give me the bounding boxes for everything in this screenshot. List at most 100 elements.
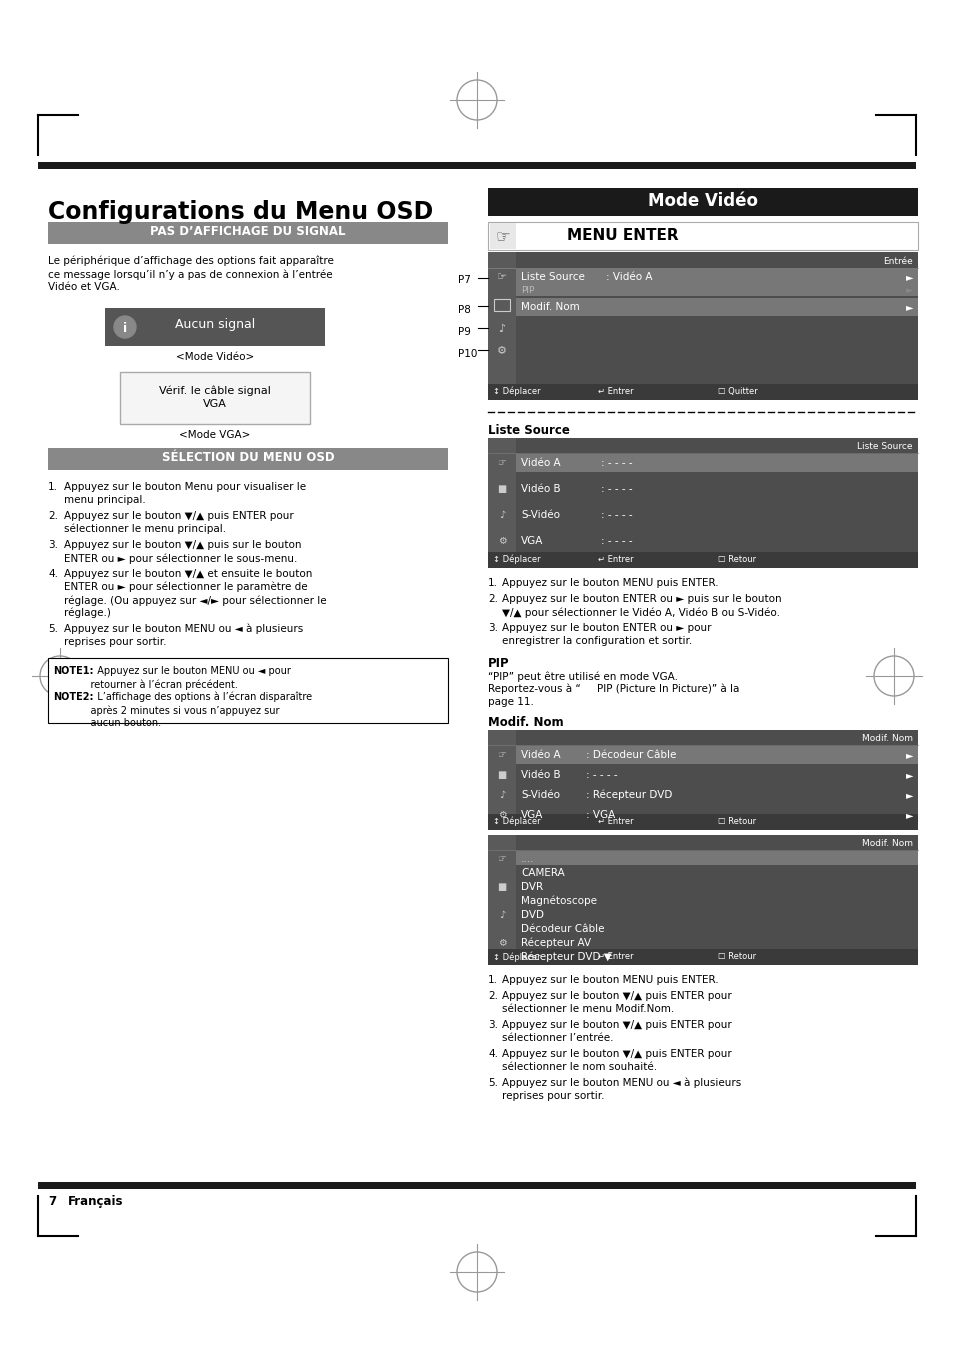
Bar [488, 438, 917, 567]
Text: ▼/▲ pour sélectionner le Vidéo A, Vidéo B ou S-Vidéo.: ▼/▲ pour sélectionner le Vidéo A, Vidéo … [501, 607, 780, 617]
Bar [120, 372, 310, 424]
Text: sélectionner l’entrée.: sélectionner l’entrée. [501, 1034, 613, 1043]
Text: reprises pour sortir.: reprises pour sortir. [64, 638, 167, 647]
Text: ☐ Retour: ☐ Retour [718, 817, 756, 825]
Text: Modif. Nom: Modif. Nom [488, 716, 563, 730]
Text: <Mode VGA>: <Mode VGA> [179, 430, 251, 440]
Text: ↵ Entrer: ↵ Entrer [598, 817, 633, 825]
Text: page 11.: page 11. [488, 697, 534, 707]
Text: Français: Français [68, 1196, 123, 1208]
Text: Appuyez sur le bouton ▼/▲ puis sur le bouton: Appuyez sur le bouton ▼/▲ puis sur le bo… [64, 540, 301, 550]
Text: ■: ■ [497, 882, 506, 892]
Text: Configurations du Menu OSD: Configurations du Menu OSD [48, 200, 433, 224]
Text: Vidéo B: Vidéo B [520, 770, 560, 780]
Text: ☐ Quitter: ☐ Quitter [718, 386, 757, 396]
Text: SÉLECTION DU MENU OSD: SÉLECTION DU MENU OSD [161, 451, 334, 463]
Text: PIP: PIP [488, 657, 509, 670]
Text: ↕ Déplacer: ↕ Déplacer [493, 817, 540, 827]
Bar [488, 815, 917, 830]
Text: ⚙: ⚙ [497, 938, 506, 948]
Text: VGA: VGA [520, 811, 543, 820]
Text: retourner à l’écran précédent.: retourner à l’écran précédent. [53, 680, 237, 689]
Text: : - - - -: : - - - - [600, 509, 632, 520]
Text: Reportez-vous à “     PIP (Picture In Picture)” à la: Reportez-vous à “ PIP (Picture In Pictur… [488, 684, 739, 694]
Text: i: i [123, 322, 127, 335]
Text: Liste Source: Liste Source [488, 424, 569, 436]
Text: reprises pour sortir.: reprises pour sortir. [501, 1092, 604, 1101]
Text: P8: P8 [457, 305, 471, 315]
Text: ☐ Retour: ☐ Retour [718, 952, 756, 961]
Text: PAS D’AFFICHAGE DU SIGNAL: PAS D’AFFICHAGE DU SIGNAL [150, 226, 345, 238]
Text: ♪: ♪ [498, 790, 504, 800]
Text: 1.: 1. [48, 482, 58, 492]
Text: : Décodeur Câble: : Décodeur Câble [585, 750, 676, 761]
Text: Appuyez sur le bouton MENU ou ◄ à plusieurs: Appuyez sur le bouton MENU ou ◄ à plusie… [64, 624, 303, 635]
Text: Modif. Nom: Modif. Nom [862, 734, 912, 743]
Text: Appuyez sur le bouton ▼/▲ puis ENTER pour: Appuyez sur le bouton ▼/▲ puis ENTER pou… [501, 1048, 731, 1059]
Text: 5.: 5. [48, 624, 58, 634]
Text: DVR: DVR [520, 882, 542, 892]
Bar [488, 188, 917, 216]
Text: ☐ Retour: ☐ Retour [718, 555, 756, 563]
Text: Récepteur DVD ▼: Récepteur DVD ▼ [520, 952, 611, 962]
Text: P10: P10 [457, 349, 476, 359]
Text: réglage. (Ou appuyez sur ◄/► pour sélectionner le: réglage. (Ou appuyez sur ◄/► pour sélect… [64, 594, 326, 605]
Bar [516, 267, 917, 296]
Bar [488, 253, 917, 400]
Bar [48, 449, 448, 470]
Text: ⚙: ⚙ [497, 811, 506, 820]
Text: ENTER ou ► pour sélectionner le paramètre de: ENTER ou ► pour sélectionner le paramètr… [64, 582, 307, 593]
Text: VGA: VGA [520, 536, 543, 546]
Bar [516, 746, 917, 765]
Text: sélectionner le menu principal.: sélectionner le menu principal. [64, 524, 226, 535]
Text: ►: ► [905, 286, 912, 295]
Text: Appuyez sur le bouton ENTER ou ► puis sur le bouton: Appuyez sur le bouton ENTER ou ► puis su… [501, 594, 781, 604]
Text: ♪: ♪ [498, 911, 504, 920]
Bar [516, 454, 917, 471]
Bar [488, 730, 516, 830]
Text: ↕ Déplacer: ↕ Déplacer [493, 555, 540, 565]
Text: ↵ Entrer: ↵ Entrer [598, 952, 633, 961]
Text: ....: .... [520, 854, 534, 865]
Text: ►: ► [904, 770, 912, 780]
Text: Modif. Nom: Modif. Nom [862, 839, 912, 848]
Text: Entrée: Entrée [882, 257, 912, 266]
Text: ↕ Déplacer: ↕ Déplacer [493, 952, 540, 962]
Text: Récepteur AV: Récepteur AV [520, 938, 591, 948]
Text: Modif. Nom: Modif. Nom [520, 303, 579, 312]
Text: CAMERA: CAMERA [520, 867, 564, 878]
Text: 3.: 3. [48, 540, 58, 550]
Text: ce message lorsqu’il n’y a pas de connexion à l’entrée: ce message lorsqu’il n’y a pas de connex… [48, 269, 333, 280]
Text: 3.: 3. [488, 623, 497, 634]
Text: : - - - -: : - - - - [585, 770, 617, 780]
Text: menu principal.: menu principal. [64, 494, 146, 505]
Text: ☞: ☞ [497, 750, 506, 761]
Text: Appuyez sur le bouton MENU puis ENTER.: Appuyez sur le bouton MENU puis ENTER. [501, 578, 718, 588]
Text: NOTE1:: NOTE1: [53, 666, 93, 676]
Text: ►: ► [904, 303, 912, 312]
Text: MENU ENTER: MENU ENTER [567, 228, 679, 243]
Bar [38, 162, 915, 169]
Text: PIP: PIP [520, 286, 534, 295]
Text: DVD: DVD [520, 911, 543, 920]
Text: Appuyez sur le bouton ▼/▲ puis ENTER pour: Appuyez sur le bouton ▼/▲ puis ENTER pou… [501, 1020, 731, 1029]
Text: ↕ Déplacer: ↕ Déplacer [493, 386, 540, 396]
Text: Appuyez sur le bouton ▼/▲ puis ENTER pour: Appuyez sur le bouton ▼/▲ puis ENTER pou… [64, 511, 294, 521]
Text: : - - - -: : - - - - [600, 484, 632, 494]
Bar [516, 851, 917, 865]
Bar [488, 835, 917, 965]
Text: Mode Vidéo: Mode Vidéo [647, 192, 758, 209]
Text: enregistrer la configuration et sortir.: enregistrer la configuration et sortir. [501, 636, 692, 646]
Bar [516, 299, 917, 316]
Text: 4.: 4. [48, 569, 58, 580]
Text: aucun bouton.: aucun bouton. [53, 717, 161, 728]
Text: Vérif. le câble signal: Vérif. le câble signal [159, 385, 271, 396]
Bar [488, 948, 917, 965]
Bar [488, 730, 917, 830]
Text: 1.: 1. [488, 975, 497, 985]
Text: ☞: ☞ [497, 272, 506, 282]
Bar [105, 308, 325, 346]
Text: 5.: 5. [488, 1078, 497, 1088]
Text: ☞: ☞ [497, 854, 506, 865]
Text: 2.: 2. [488, 992, 497, 1001]
